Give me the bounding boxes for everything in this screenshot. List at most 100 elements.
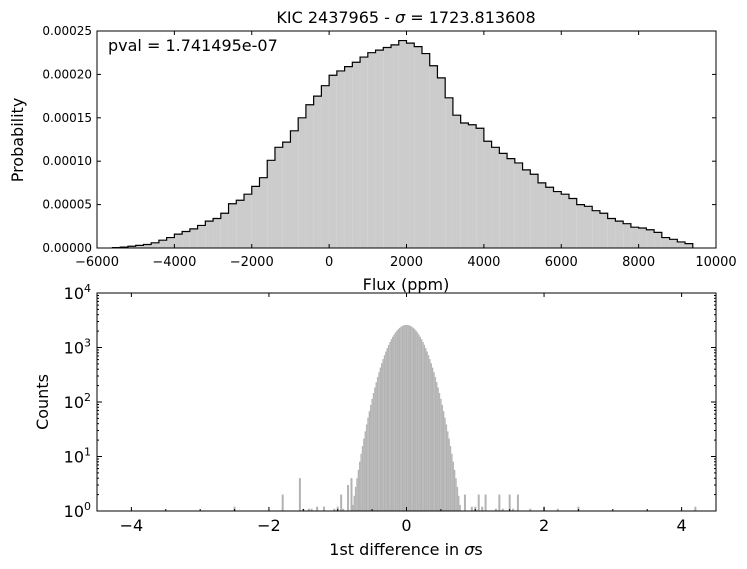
x-tick-label: −2 — [257, 516, 281, 535]
histogram-bar — [408, 325, 410, 511]
x-tick-label: −6000 — [75, 255, 119, 270]
histogram-bar — [429, 359, 431, 511]
histogram-bar — [298, 478, 301, 511]
histogram-bar — [363, 438, 365, 511]
histogram-bar — [418, 334, 420, 511]
histogram-bar — [470, 506, 473, 511]
histogram-bar — [646, 229, 655, 248]
histogram-bar — [421, 53, 430, 249]
histogram-bar — [437, 77, 446, 248]
histogram-bar — [342, 508, 345, 511]
histogram-bar — [372, 393, 375, 511]
histogram-bar — [387, 344, 390, 511]
histogram-bar — [599, 213, 608, 248]
y-tick-label: 0.00020 — [42, 67, 92, 81]
histogram-bar — [415, 330, 417, 511]
histogram-bar — [274, 147, 283, 248]
histogram-bar — [404, 325, 406, 511]
histogram-bar — [442, 411, 445, 511]
bottom-panel: −4 −2 0 2 4 100 101 102 103 104 1st difference in… — [33, 282, 717, 559]
y-tick-label: 101 — [64, 446, 91, 467]
histogram-bar — [445, 424, 448, 511]
x-tick-label: 4 — [677, 516, 687, 535]
x-tick-label: 6000 — [545, 255, 578, 270]
histogram-bar — [189, 228, 198, 248]
histogram-bar — [135, 245, 144, 248]
histogram-bar — [379, 367, 382, 511]
histogram-bar — [365, 424, 368, 511]
histogram-bar — [205, 221, 214, 248]
histogram-bar — [429, 65, 438, 248]
histogram-bar — [423, 344, 426, 511]
histogram-bar — [333, 508, 336, 511]
histogram-bar — [361, 446, 364, 511]
histogram-bar — [251, 186, 260, 248]
histogram-bar — [344, 66, 353, 248]
histogram-bar — [267, 160, 275, 248]
histogram-bar — [350, 478, 353, 511]
histogram-bar — [445, 97, 453, 248]
histogram-bar — [694, 506, 697, 511]
histogram-bar — [556, 508, 559, 511]
top-title: KIC 2437965 - σ = 1723.813608 — [276, 8, 535, 27]
y-tick-label: 104 — [64, 282, 91, 303]
histogram-bar — [577, 506, 580, 511]
histogram-bar — [516, 494, 519, 511]
histogram-bar — [378, 372, 380, 511]
histogram-bar — [392, 336, 394, 511]
x-tick-label: −4000 — [152, 255, 196, 270]
histogram-bar — [197, 225, 206, 248]
histogram-bar — [360, 57, 368, 248]
histogram-bar — [498, 494, 501, 511]
histogram-bar — [383, 355, 386, 511]
histogram-bar — [357, 469, 360, 511]
histogram-bar — [151, 242, 159, 248]
histogram-bar — [460, 123, 469, 248]
histogram-bar — [416, 332, 419, 511]
histogram-bar — [412, 327, 415, 511]
histogram-bar — [422, 341, 424, 511]
histogram-bar — [425, 348, 427, 511]
bottom-ylabel: Counts — [33, 374, 52, 430]
histogram-bar — [398, 40, 407, 248]
histogram-bar — [444, 417, 446, 511]
x-tick-label: 2 — [539, 516, 549, 535]
histogram-bar — [386, 348, 388, 511]
histogram-bar — [371, 398, 373, 511]
histogram-bar — [352, 504, 354, 511]
histogram-bar — [529, 508, 532, 511]
top-xlabel: Flux (ppm) — [363, 275, 450, 294]
top-histogram-outline — [111, 39, 694, 249]
histogram-bar — [367, 417, 369, 511]
histogram-bar — [401, 325, 404, 511]
bottom-axes-frame — [96, 292, 717, 512]
histogram-bar — [390, 339, 393, 511]
histogram-bar — [321, 85, 330, 249]
histogram-bar — [452, 115, 461, 248]
histogram-bar — [607, 218, 616, 248]
histogram-bar — [491, 147, 500, 248]
histogram-bar — [481, 506, 484, 511]
histogram-bar — [553, 191, 562, 248]
histogram-bar — [501, 508, 504, 511]
y-tick-label: 100 — [64, 500, 91, 521]
histogram-bar — [447, 431, 449, 511]
histogram-bar — [353, 495, 355, 511]
histogram-bar — [244, 194, 252, 248]
histogram-bar — [281, 494, 284, 511]
x-tick-label: 10000 — [695, 255, 736, 270]
y-tick-label: 0.00025 — [42, 24, 92, 38]
y-tick-label: 0.00005 — [42, 198, 92, 212]
histogram-bar — [430, 363, 432, 511]
histogram-bar — [437, 387, 439, 511]
histogram-bar — [592, 210, 600, 248]
histogram-bar — [426, 351, 428, 511]
histogram-bar — [438, 393, 441, 511]
histogram-bar — [451, 453, 453, 511]
histogram-bar — [213, 218, 221, 248]
y-tick-label: 0.00000 — [42, 241, 92, 255]
histogram-bar — [336, 506, 339, 511]
histogram-bar — [340, 494, 343, 511]
histogram-bar — [158, 240, 167, 248]
histogram-bar — [494, 508, 497, 511]
